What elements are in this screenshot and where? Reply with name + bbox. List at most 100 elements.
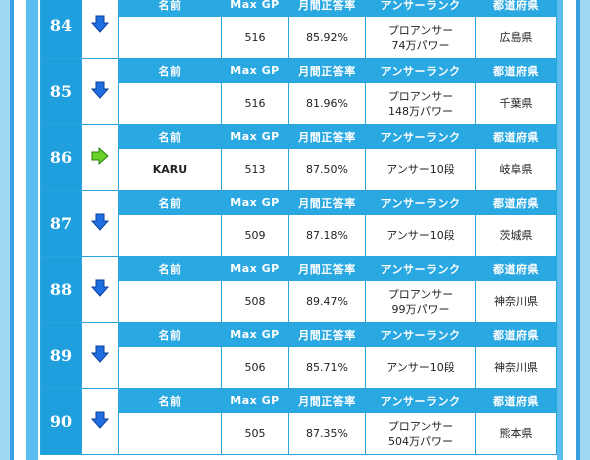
column-header-name: 名前 [118,58,222,83]
rank-number: 87 [40,190,82,257]
column-header-name: 名前 [118,388,222,413]
column-header-rate: 月間正答率 [288,190,366,215]
rank-number: 90 [40,388,82,455]
answer-rank-line: アンサー10段 [386,229,455,242]
player-name[interactable] [118,214,222,257]
trend-cell [81,58,119,125]
column-header-pref: 都道府県 [475,124,557,149]
ranking-row: 516 81.96% プロアンサー 148万パワー 千葉県 [41,82,557,125]
ranking-header-row: 88 名前 Max GP 月間正答率 アンサーランク 都道府県 [40,256,557,323]
column-header-maxgp: Max GP [221,124,289,149]
column-header-rank: アンサーランク [365,0,476,17]
column-header-pref: 都道府県 [475,322,557,347]
ranking-header-row: 90 名前 Max GP 月間正答率 アンサーランク 都道府県 [40,388,557,455]
down-arrow-icon [90,15,110,37]
column-header-rank: アンサーランク [365,256,476,281]
prefecture-value: 神奈川県 [475,280,557,323]
rank-number: 84 [40,0,82,59]
monthly-accuracy-value: 87.35% [288,412,366,455]
ranking-row: 509 87.18% アンサー10段 茨城県 [41,214,557,257]
monthly-accuracy-value: 87.50% [288,148,366,191]
column-header-rate: 月間正答率 [288,124,366,149]
down-arrow-icon [90,279,110,301]
rank-number: 89 [40,322,82,389]
column-header-rank: アンサーランク [365,190,476,215]
player-name[interactable]: KARU [118,148,222,191]
answer-rank-line: 74万パワー [391,38,450,52]
monthly-accuracy-value: 89.47% [288,280,366,323]
ranking-header-row: 87 名前 Max GP 月間正答率 アンサーランク 都道府県 [40,190,557,257]
column-header-rate: 月間正答率 [288,58,366,83]
column-header-rate: 月間正答率 [288,0,366,17]
answer-rank-line: プロアンサー [387,89,454,103]
ranking-row: 505 87.35% プロアンサー 504万パワー 熊本県 [41,412,557,455]
max-gp-value: 505 [221,412,289,455]
max-gp-value: 509 [221,214,289,257]
column-header-pref: 都道府県 [475,190,557,215]
monthly-accuracy-value: 87.18% [288,214,366,257]
right-border-stripe [576,0,580,460]
ranking-header-row: 85 名前 Max GP 月間正答率 アンサーランク 都道府県 [40,58,557,125]
max-gp-value: 516 [221,82,289,125]
max-gp-value: 508 [221,280,289,323]
answer-rank-value: アンサー10段 [365,148,476,191]
player-name[interactable] [118,346,222,389]
prefecture-value: 茨城県 [475,214,557,257]
column-header-pref: 都道府県 [475,256,557,281]
column-header-rate: 月間正答率 [288,322,366,347]
column-header-maxgp: Max GP [221,256,289,281]
trend-cell [81,190,119,257]
down-arrow-icon [90,411,110,433]
trend-cell [81,124,119,191]
column-header-rank: アンサーランク [365,388,476,413]
answer-rank-line: 148万パワー [388,104,453,118]
trend-cell [81,256,119,323]
column-header-rank: アンサーランク [365,124,476,149]
column-header-name: 名前 [118,0,222,17]
trend-cell [81,322,119,389]
down-arrow-icon [90,81,110,103]
ranking-row: 506 85.71% アンサー10段 神奈川県 [41,346,557,389]
prefecture-value: 岐阜県 [475,148,557,191]
player-name[interactable] [118,280,222,323]
player-name[interactable] [118,82,222,125]
prefecture-value: 千葉県 [475,82,557,125]
left-border-stripe [10,0,14,460]
player-name[interactable] [118,412,222,455]
column-header-name: 名前 [118,256,222,281]
player-name[interactable] [118,16,222,59]
column-header-name: 名前 [118,322,222,347]
column-header-pref: 都道府県 [475,58,557,83]
column-header-maxgp: Max GP [221,190,289,215]
column-header-pref: 都道府県 [475,388,557,413]
column-header-maxgp: Max GP [221,322,289,347]
answer-rank-line: プロアンサー [387,419,454,433]
ranking-header-row: 84 名前 Max GP 月間正答率 アンサーランク 都道府県 [40,0,557,59]
right-arrow-icon [91,146,109,169]
trend-cell [81,388,119,455]
right-border-stripe [580,0,590,460]
right-border-stripe [557,0,563,460]
answer-rank-value: アンサー10段 [365,346,476,389]
left-border-stripe [14,0,26,460]
right-border-stripe [563,0,576,460]
column-header-maxgp: Max GP [221,0,289,17]
answer-rank-line: プロアンサー [387,287,454,301]
max-gp-value: 513 [221,148,289,191]
answer-rank-line: アンサー10段 [386,163,455,176]
left-border-stripe [0,0,10,460]
answer-rank-value: プロアンサー 148万パワー [365,82,476,125]
rank-number: 86 [40,124,82,191]
answer-rank-value: アンサー10段 [365,214,476,257]
column-header-rate: 月間正答率 [288,256,366,281]
column-header-name: 名前 [118,190,222,215]
answer-rank-value: プロアンサー 74万パワー [365,16,476,59]
answer-rank-line: 99万パワー [391,302,450,316]
column-header-rate: 月間正答率 [288,388,366,413]
answer-rank-value: プロアンサー 99万パワー [365,280,476,323]
ranking-row: KARU 513 87.50% アンサー10段 岐阜県 [41,148,557,191]
monthly-accuracy-value: 81.96% [288,82,366,125]
monthly-accuracy-value: 85.71% [288,346,366,389]
answer-rank-value: プロアンサー 504万パワー [365,412,476,455]
max-gp-value: 506 [221,346,289,389]
